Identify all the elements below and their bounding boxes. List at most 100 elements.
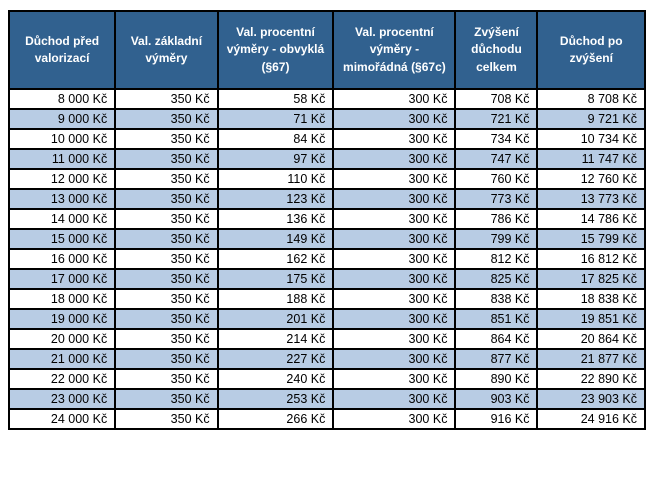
cell: 300 Kč xyxy=(332,248,457,270)
cell: 300 Kč xyxy=(332,128,457,150)
cell: 300 Kč xyxy=(332,408,457,430)
cell: 916 Kč xyxy=(454,408,539,430)
cell: 19 851 Kč xyxy=(536,308,646,330)
cell: 890 Kč xyxy=(454,368,539,390)
cell: 300 Kč xyxy=(332,368,457,390)
cell: 16 812 Kč xyxy=(536,248,646,270)
cell: 350 Kč xyxy=(114,348,219,370)
cell: 253 Kč xyxy=(216,388,335,410)
cell: 214 Kč xyxy=(216,328,335,350)
cell: 300 Kč xyxy=(332,268,457,290)
cell: 23 000 Kč xyxy=(7,388,117,410)
table-row: 20 000 Kč 350 Kč 214 Kč 300 Kč 864 Kč 20 864 … xyxy=(7,328,646,350)
cell: 97 Kč xyxy=(216,148,335,170)
cell: 350 Kč xyxy=(114,208,219,230)
column-header-4: Val. procentní výměry - mimořádná (§67c) xyxy=(332,10,457,90)
cell: 350 Kč xyxy=(114,108,219,130)
cell: 18 000 Kč xyxy=(7,288,117,310)
cell: 300 Kč xyxy=(332,348,457,370)
table-row: 8 000 Kč 350 Kč 58 Kč 300 Kč 708 Kč 8 708 Kč xyxy=(7,88,646,110)
cell: 760 Kč xyxy=(454,168,539,190)
table-row: 14 000 Kč 350 Kč 136 Kč 300 Kč 786 Kč 14 786 … xyxy=(7,208,646,230)
cell: 188 Kč xyxy=(216,288,335,310)
cell: 747 Kč xyxy=(454,148,539,170)
cell: 22 890 Kč xyxy=(536,368,646,390)
cell: 300 Kč xyxy=(332,148,457,170)
cell: 350 Kč xyxy=(114,388,219,410)
cell: 786 Kč xyxy=(454,208,539,230)
pension-valorization-table-wrap: Důchod před valorizací Val. základní výmě… xyxy=(7,10,646,430)
cell: 11 000 Kč xyxy=(7,148,117,170)
cell: 812 Kč xyxy=(454,248,539,270)
table-row: 23 000 Kč 350 Kč 253 Kč 300 Kč 903 Kč 23 903 … xyxy=(7,388,646,410)
cell: 300 Kč xyxy=(332,108,457,130)
cell: 20 864 Kč xyxy=(536,328,646,350)
cell: 8 708 Kč xyxy=(536,88,646,110)
cell: 21 000 Kč xyxy=(7,348,117,370)
table-row: 10 000 Kč 350 Kč 84 Kč 300 Kč 734 Kč 10 734 K… xyxy=(7,128,646,150)
cell: 350 Kč xyxy=(114,168,219,190)
table-row: 24 000 Kč 350 Kč 266 Kč 300 Kč 916 Kč 24 916 … xyxy=(7,408,646,430)
cell: 825 Kč xyxy=(454,268,539,290)
cell: 350 Kč xyxy=(114,148,219,170)
cell: 266 Kč xyxy=(216,408,335,430)
cell: 300 Kč xyxy=(332,228,457,250)
cell: 9 000 Kč xyxy=(7,108,117,130)
cell: 24 000 Kč xyxy=(7,408,117,430)
cell: 350 Kč xyxy=(114,228,219,250)
cell: 300 Kč xyxy=(332,328,457,350)
cell: 300 Kč xyxy=(332,388,457,410)
table-row: 11 000 Kč 350 Kč 97 Kč 300 Kč 747 Kč 11 747 K… xyxy=(7,148,646,170)
table-row: 19 000 Kč 350 Kč 201 Kč 300 Kč 851 Kč 19 851 … xyxy=(7,308,646,330)
cell: 10 000 Kč xyxy=(7,128,117,150)
cell: 71 Kč xyxy=(216,108,335,130)
cell: 350 Kč xyxy=(114,188,219,210)
cell: 15 000 Kč xyxy=(7,228,117,250)
cell: 17 825 Kč xyxy=(536,268,646,290)
cell: 8 000 Kč xyxy=(7,88,117,110)
cell: 350 Kč xyxy=(114,368,219,390)
cell: 84 Kč xyxy=(216,128,335,150)
cell: 721 Kč xyxy=(454,108,539,130)
cell: 350 Kč xyxy=(114,128,219,150)
table-row: 22 000 Kč 350 Kč 240 Kč 300 Kč 890 Kč 22 890 … xyxy=(7,368,646,390)
cell: 9 721 Kč xyxy=(536,108,646,130)
cell: 350 Kč xyxy=(114,88,219,110)
cell: 12 760 Kč xyxy=(536,168,646,190)
table-body: 8 000 Kč 350 Kč 58 Kč 300 Kč 708 Kč 8 708 Kč 9… xyxy=(7,88,646,430)
cell: 773 Kč xyxy=(454,188,539,210)
cell: 300 Kč xyxy=(332,168,457,190)
cell: 350 Kč xyxy=(114,288,219,310)
column-header-6: Důchod po zvýšení xyxy=(536,10,646,90)
column-header-5: Zvýšení důchodu celkem xyxy=(454,10,539,90)
cell: 799 Kč xyxy=(454,228,539,250)
cell: 21 877 Kč xyxy=(536,348,646,370)
cell: 300 Kč xyxy=(332,288,457,310)
cell: 18 838 Kč xyxy=(536,288,646,310)
header-row: Důchod před valorizací Val. základní výmě… xyxy=(7,10,646,90)
table-row: 15 000 Kč 350 Kč 149 Kč 300 Kč 799 Kč 15 799 … xyxy=(7,228,646,250)
cell: 11 747 Kč xyxy=(536,148,646,170)
cell: 16 000 Kč xyxy=(7,248,117,270)
column-header-2: Val. základní výměry xyxy=(114,10,219,90)
table-row: 12 000 Kč 350 Kč 110 Kč 300 Kč 760 Kč 12 760 … xyxy=(7,168,646,190)
table-header: Důchod před valorizací Val. základní výmě… xyxy=(7,10,646,90)
cell: 300 Kč xyxy=(332,88,457,110)
cell: 734 Kč xyxy=(454,128,539,150)
cell: 20 000 Kč xyxy=(7,328,117,350)
cell: 23 903 Kč xyxy=(536,388,646,410)
table-row: 21 000 Kč 350 Kč 227 Kč 300 Kč 877 Kč 21 877 … xyxy=(7,348,646,370)
cell: 110 Kč xyxy=(216,168,335,190)
cell: 350 Kč xyxy=(114,328,219,350)
cell: 350 Kč xyxy=(114,268,219,290)
cell: 838 Kč xyxy=(454,288,539,310)
table-row: 9 000 Kč 350 Kč 71 Kč 300 Kč 721 Kč 9 721 Kč xyxy=(7,108,646,130)
cell: 864 Kč xyxy=(454,328,539,350)
cell: 350 Kč xyxy=(114,248,219,270)
table-row: 17 000 Kč 350 Kč 175 Kč 300 Kč 825 Kč 17 825 … xyxy=(7,268,646,290)
cell: 10 734 Kč xyxy=(536,128,646,150)
cell: 162 Kč xyxy=(216,248,335,270)
cell: 877 Kč xyxy=(454,348,539,370)
table-row: 16 000 Kč 350 Kč 162 Kč 300 Kč 812 Kč 16 812 … xyxy=(7,248,646,270)
cell: 14 786 Kč xyxy=(536,208,646,230)
